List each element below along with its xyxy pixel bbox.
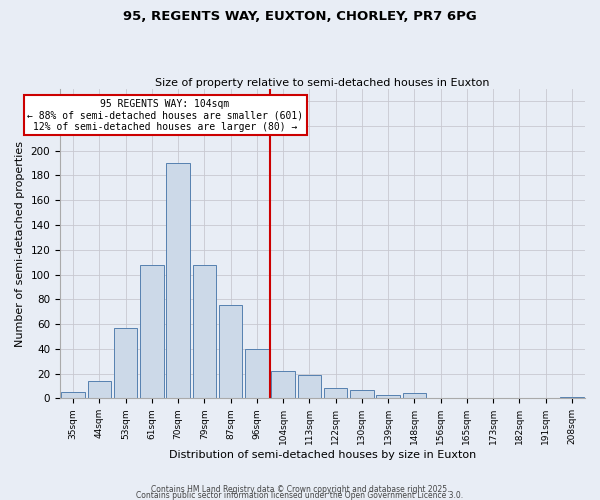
Bar bbox=[403, 394, 426, 398]
Bar bbox=[271, 371, 295, 398]
Bar bbox=[350, 390, 374, 398]
Text: 95, REGENTS WAY, EUXTON, CHORLEY, PR7 6PG: 95, REGENTS WAY, EUXTON, CHORLEY, PR7 6P… bbox=[123, 10, 477, 23]
Text: Contains public sector information licensed under the Open Government Licence 3.: Contains public sector information licen… bbox=[136, 490, 464, 500]
Bar bbox=[61, 392, 85, 398]
Bar bbox=[324, 388, 347, 398]
Bar bbox=[140, 264, 164, 398]
Bar bbox=[88, 381, 111, 398]
Bar bbox=[376, 394, 400, 398]
Text: 95 REGENTS WAY: 104sqm
← 88% of semi-detached houses are smaller (601)
12% of se: 95 REGENTS WAY: 104sqm ← 88% of semi-det… bbox=[27, 98, 303, 132]
Bar bbox=[560, 397, 584, 398]
Bar bbox=[166, 163, 190, 398]
Text: Contains HM Land Registry data © Crown copyright and database right 2025.: Contains HM Land Registry data © Crown c… bbox=[151, 484, 449, 494]
Bar bbox=[219, 306, 242, 398]
Bar bbox=[298, 375, 321, 398]
X-axis label: Distribution of semi-detached houses by size in Euxton: Distribution of semi-detached houses by … bbox=[169, 450, 476, 460]
Bar bbox=[245, 349, 269, 399]
Bar bbox=[114, 328, 137, 398]
Y-axis label: Number of semi-detached properties: Number of semi-detached properties bbox=[15, 140, 25, 346]
Title: Size of property relative to semi-detached houses in Euxton: Size of property relative to semi-detach… bbox=[155, 78, 490, 88]
Bar bbox=[193, 264, 216, 398]
